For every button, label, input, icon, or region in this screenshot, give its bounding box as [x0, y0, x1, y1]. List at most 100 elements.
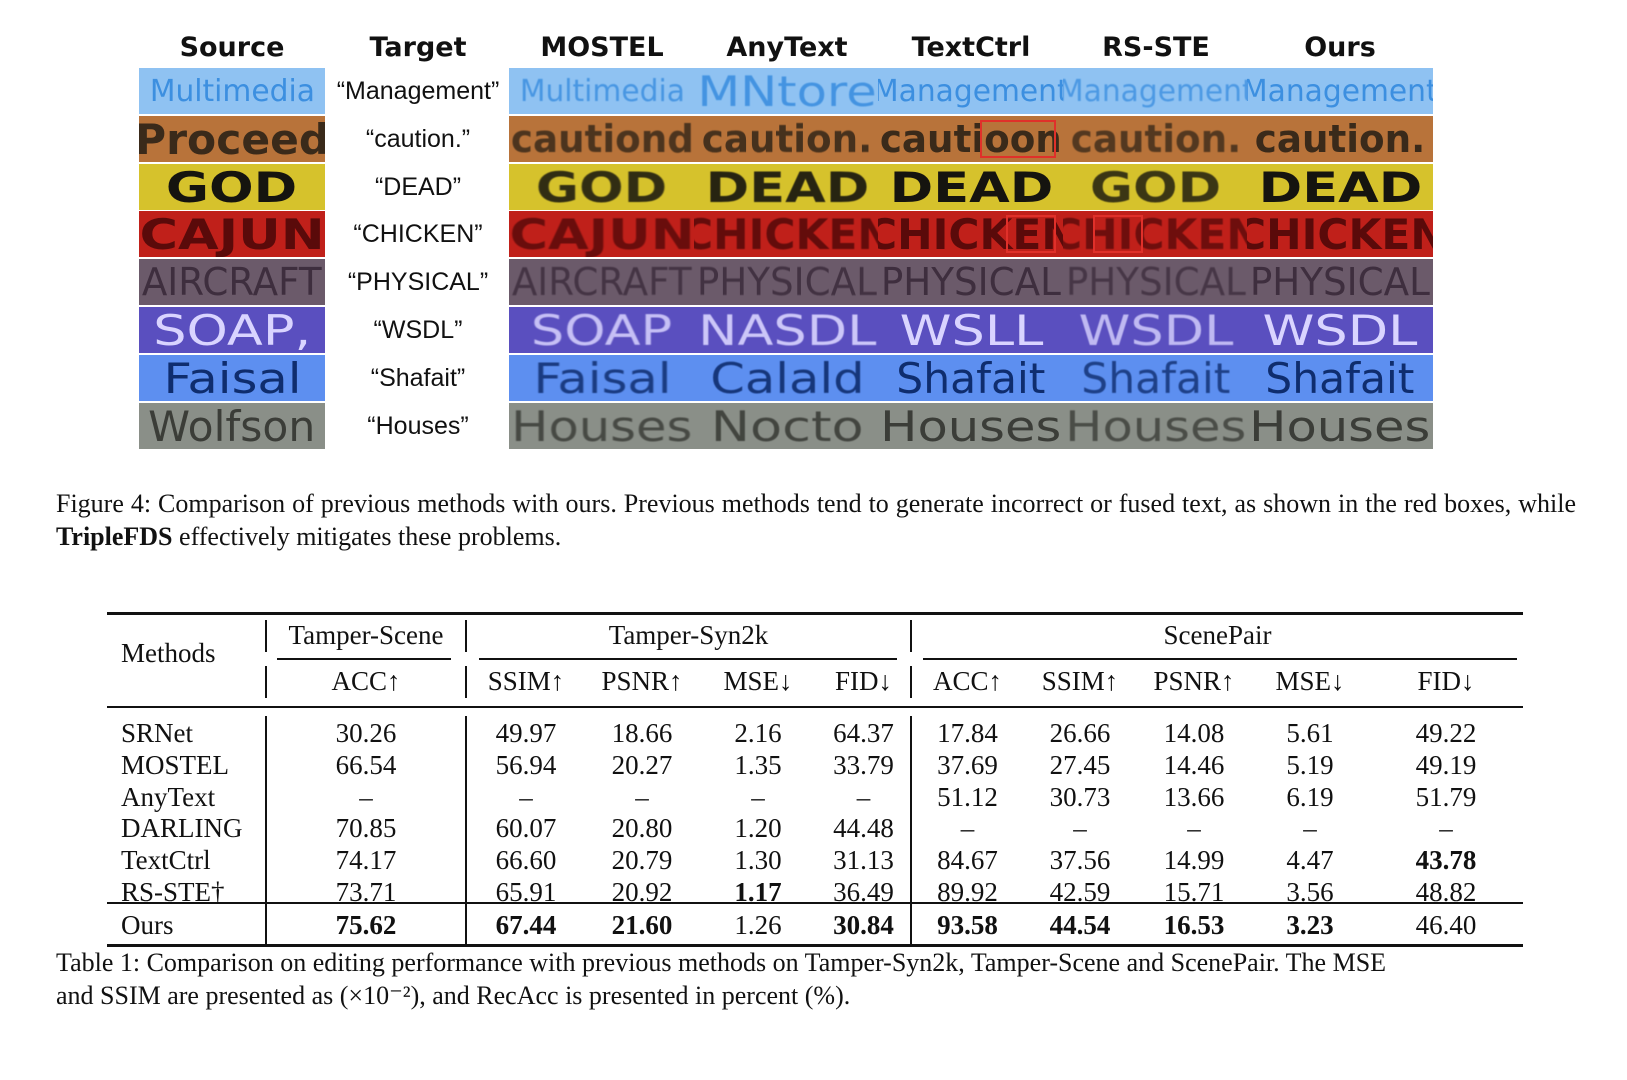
text-image-ours: Shafait — [1247, 355, 1433, 401]
comparison-figure: Source Target MOSTEL AnyText TextCtrl RS-STE O… — [0, 0, 1627, 480]
table-cell: 64.37 — [833, 718, 894, 748]
table-cell: 18.66 — [611, 718, 673, 748]
metric-header: MSE↓ — [723, 666, 793, 696]
table-cell: 17.84 — [937, 718, 998, 748]
table-vsep — [910, 666, 912, 698]
method-name: TextCtrl — [121, 845, 211, 875]
table-cell: 15.71 — [1163, 877, 1225, 907]
table-vsep — [465, 716, 467, 944]
figure-caption: Figure 4: Comparison of previous methods… — [56, 487, 1576, 553]
text-image-ours: CHICKEN — [1247, 211, 1433, 257]
method-name: Ours — [121, 910, 174, 940]
group-header-tamper-syn2k: Tamper-Syn2k — [608, 620, 769, 650]
table-cell: 74.17 — [335, 845, 397, 875]
metric-header: FID↓ — [834, 666, 892, 696]
text-image-rsste: PHYSICAL — [1063, 259, 1249, 305]
error-highlight-box — [1093, 215, 1143, 253]
table-caption-line2: and SSIM are presented as (×10⁻²), and R… — [56, 981, 851, 1010]
text-image-rsste: WSDL — [1063, 307, 1249, 353]
metric-header: PSNR↑ — [1153, 666, 1235, 696]
table-vsep — [910, 716, 912, 944]
table-cell: 14.46 — [1163, 750, 1225, 780]
table-cell: 93.58 — [937, 910, 998, 940]
table-cell: 67.44 — [495, 910, 557, 940]
text-image-source: SOAP, — [139, 307, 325, 353]
table-cell: 20.80 — [611, 813, 673, 843]
table-cell: 37.69 — [937, 750, 998, 780]
text-image-textctrl: Management — [878, 68, 1064, 114]
table-cell: 36.49 — [833, 877, 894, 907]
table-cell: 30.26 — [335, 718, 397, 748]
text-image-textctrl: CHICKEN — [878, 211, 1064, 257]
group-header-tamper-scene: Tamper-Scene — [288, 620, 444, 650]
table-cell: 51.12 — [937, 782, 998, 812]
table-cell: 4.47 — [1286, 845, 1334, 875]
table-cell: – — [751, 782, 765, 812]
table-caption: Table 1: Comparison on editing performan… — [56, 946, 1576, 1012]
text-image-source: GOD — [139, 164, 325, 210]
text-image-anytext: caution. — [694, 116, 880, 162]
text-image-textctrl: PHYSICAL — [878, 259, 1064, 305]
text-image-anytext: CHICKEN — [694, 211, 880, 257]
text-image-rsste: GOD — [1063, 164, 1249, 210]
results-table: Methods Tamper-Scene Tamper-Syn2k SceneP… — [107, 612, 1523, 966]
target-label: “PHYSICAL” — [347, 268, 489, 296]
text-image-rsste: Shafait — [1063, 355, 1249, 401]
method-name: SRNet — [121, 718, 194, 748]
text-image-rsste: caution. — [1063, 116, 1249, 162]
table-cell: 6.19 — [1286, 782, 1334, 812]
table-vsep — [265, 716, 267, 944]
target-label: “Houses” — [367, 412, 469, 440]
table-bottom-rule — [107, 944, 1523, 947]
text-image-textctrl: DEAD — [878, 164, 1064, 210]
figure-caption-prefix: Figure 4: Comparison of previous methods… — [56, 489, 1576, 518]
text-image-anytext: Nocto — [694, 403, 880, 449]
target-label: “caution.” — [365, 125, 471, 153]
text-image-ours: caution. — [1247, 116, 1433, 162]
table-cell: – — [359, 782, 373, 812]
text-image-rsste: Houses — [1063, 403, 1249, 449]
group-underline — [277, 658, 451, 660]
text-image-ours: DEAD — [1247, 164, 1433, 210]
table-cell: 1.26 — [734, 910, 782, 940]
method-name: RS-STE† — [121, 877, 225, 907]
column-header-rs-ste: RS-STE — [1102, 32, 1210, 63]
method-name: DARLING — [121, 813, 243, 843]
text-image-anytext: PHYSICAL — [694, 259, 880, 305]
text-image-mostel: cautiond — [509, 116, 695, 162]
text-image-mostel: GOD — [509, 164, 695, 210]
text-image-textctrl: cautioon — [878, 116, 1064, 162]
table-cell: 21.60 — [611, 910, 673, 940]
text-image-source: Multimedia — [139, 68, 325, 114]
table-cell: 13.66 — [1163, 782, 1225, 812]
column-header-anytext: AnyText — [726, 32, 848, 63]
table-cell: 20.79 — [611, 845, 673, 875]
table-cell: 73.71 — [335, 877, 397, 907]
table-cell: 33.79 — [833, 750, 894, 780]
table-cell: 3.56 — [1286, 877, 1334, 907]
table-cell: 60.07 — [495, 813, 557, 843]
table-cell: – — [635, 782, 649, 812]
target-label: “Management” — [336, 77, 500, 105]
group-header-scenepair: ScenePair — [1163, 620, 1272, 650]
text-image-mostel: Houses — [509, 403, 695, 449]
text-image-textctrl: Houses — [878, 403, 1064, 449]
text-image-anytext: MNtore — [694, 68, 880, 114]
method-name: AnyText — [121, 782, 216, 812]
table-cell: – — [960, 813, 975, 843]
table-vsep — [910, 620, 912, 652]
table-cell: – — [1187, 813, 1201, 843]
metric-header: SSIM↑ — [487, 666, 565, 696]
table-caption-line1: Table 1: Comparison on editing performan… — [56, 948, 1387, 977]
target-label: “CHICKEN” — [353, 220, 483, 248]
table-cell: 5.61 — [1286, 718, 1334, 748]
text-image-mostel: AIRCRAFT — [509, 259, 695, 305]
table-cell: 30.84 — [833, 910, 894, 940]
table-header-rule — [107, 706, 1523, 708]
table-cell: 26.66 — [1049, 718, 1111, 748]
group-underline — [923, 658, 1517, 660]
table-vsep — [465, 666, 467, 698]
table-cell: 2.16 — [734, 718, 782, 748]
text-image-rsste: Management — [1063, 68, 1249, 114]
column-header-textctrl: TextCtrl — [911, 32, 1031, 63]
